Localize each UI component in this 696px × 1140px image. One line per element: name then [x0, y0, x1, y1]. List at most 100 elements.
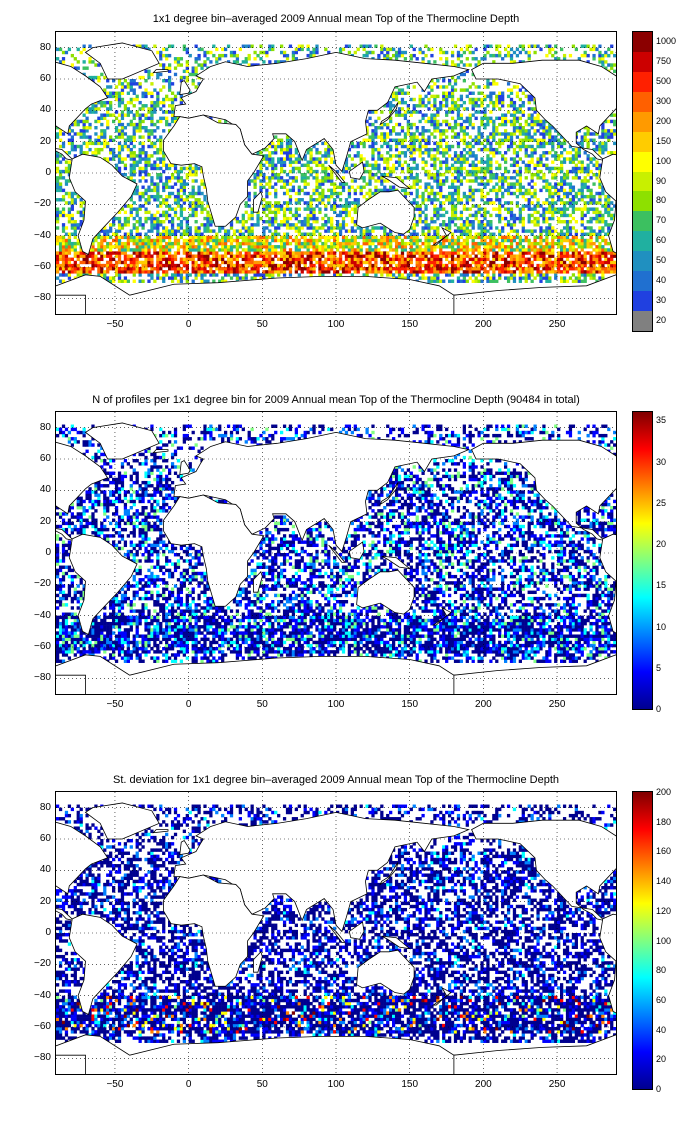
data-cell [456, 113, 461, 117]
data-cell [282, 254, 287, 258]
data-cell [129, 270, 133, 274]
data-cell [527, 216, 531, 221]
data-cell [353, 220, 357, 224]
data-cell [421, 273, 425, 277]
data-cell [397, 273, 402, 277]
data-cell [120, 260, 125, 265]
data-cell [362, 241, 366, 246]
data-cell [135, 210, 139, 215]
data-cell [168, 194, 172, 199]
data-cell [486, 104, 490, 108]
data-cell [56, 154, 60, 158]
data-cell [280, 144, 284, 149]
data-cell [448, 279, 452, 283]
data-cell [421, 210, 425, 215]
data-cell [300, 179, 304, 183]
data-cell [480, 235, 484, 240]
data-cell [138, 273, 142, 277]
data-cell [374, 238, 378, 243]
data-cell [212, 263, 216, 268]
data-cell [400, 97, 405, 102]
data-cell [156, 276, 160, 280]
data-cell [515, 267, 520, 271]
data-cell [126, 204, 130, 208]
data-cell [450, 204, 455, 208]
data-cell [471, 267, 475, 271]
data-cell [109, 263, 113, 268]
data-cell [159, 254, 163, 258]
data-cell [109, 245, 113, 249]
data-cell [509, 210, 514, 215]
data-cell [374, 132, 378, 136]
data-cell [495, 132, 499, 136]
data-cell [439, 185, 443, 189]
data-cell [221, 245, 225, 249]
data-cell [70, 63, 74, 67]
data-cell [109, 267, 113, 271]
data-cell [347, 50, 352, 55]
data-cell [91, 257, 95, 262]
data-cell [303, 182, 307, 186]
data-cell [321, 226, 325, 230]
data-cell [212, 44, 216, 48]
data-cell [265, 235, 269, 240]
data-cell [262, 226, 266, 230]
data-cell [418, 210, 422, 215]
data-cell [324, 235, 328, 240]
data-cell [185, 267, 189, 271]
data-cell [291, 154, 296, 158]
data-cell [433, 204, 437, 208]
data-cell [477, 169, 481, 174]
data-cell [274, 207, 278, 211]
data-cell [197, 191, 201, 196]
data-cell [150, 182, 154, 186]
data-cell [521, 141, 525, 146]
data-cell [218, 226, 222, 230]
data-cell [468, 122, 472, 127]
data-cell [518, 110, 522, 114]
data-cell [350, 144, 354, 149]
data-cell [439, 160, 443, 164]
data-cell [527, 257, 531, 262]
data-cell [424, 151, 428, 155]
data-cell [439, 251, 443, 255]
data-cell [492, 248, 496, 252]
data-cell [123, 232, 128, 236]
data-cell [465, 94, 469, 99]
data-cell [117, 157, 122, 161]
data-cell [327, 176, 331, 180]
data-cell [421, 138, 425, 142]
data-cell [418, 194, 422, 199]
data-cell [256, 260, 260, 265]
data-cell [489, 169, 493, 174]
data-cell [515, 201, 520, 205]
data-cell [386, 53, 390, 58]
data-cell [347, 270, 352, 274]
data-cell [197, 229, 201, 233]
data-cell [483, 97, 487, 102]
data-cell [147, 251, 151, 255]
data-cell [359, 44, 363, 48]
data-cell [253, 263, 257, 268]
data-cell [430, 47, 434, 52]
data-cell [412, 251, 416, 255]
data-cell [392, 273, 396, 277]
data-cell [353, 204, 357, 208]
data-cell [465, 194, 469, 199]
data-cell [512, 220, 517, 224]
data-cell [427, 107, 431, 111]
data-cell [365, 257, 369, 262]
data-cell [477, 97, 481, 102]
data-cell [433, 279, 437, 283]
data-cell [185, 60, 189, 64]
data-cell [312, 53, 316, 58]
data-cell [436, 126, 440, 130]
data-cell [465, 235, 469, 240]
data-cell [194, 44, 198, 48]
data-cell [462, 273, 466, 277]
data-cell [76, 226, 80, 230]
data-cell [94, 104, 98, 108]
data-cell [321, 166, 325, 171]
data-cell [100, 100, 104, 105]
data-cell [400, 53, 405, 58]
